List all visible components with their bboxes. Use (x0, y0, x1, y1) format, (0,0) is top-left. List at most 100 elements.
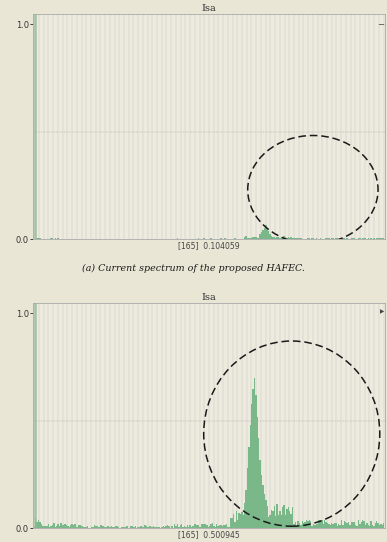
Bar (380, 524, 382, 528)
Bar (275, 516, 276, 528)
Bar (209, 526, 211, 528)
Bar (105, 527, 106, 528)
Bar (102, 526, 104, 528)
Bar (278, 237, 279, 240)
Title: Isa: Isa (202, 4, 216, 13)
Bar (220, 238, 222, 240)
Bar (301, 521, 303, 528)
Bar (215, 527, 216, 528)
Bar (55, 238, 56, 240)
Bar (203, 238, 205, 240)
Bar (36, 522, 38, 528)
Bar (292, 238, 293, 240)
Bar (297, 520, 299, 528)
Bar (296, 238, 297, 240)
Bar (353, 238, 355, 240)
Bar (321, 520, 323, 528)
Bar (377, 238, 379, 240)
Bar (98, 527, 99, 528)
Bar (251, 238, 252, 240)
Bar (313, 525, 314, 528)
Bar (328, 238, 330, 240)
Bar (130, 526, 132, 528)
Bar (188, 527, 189, 528)
Bar (289, 511, 290, 528)
Bar (74, 524, 76, 528)
Bar (234, 521, 236, 528)
Bar (234, 238, 236, 240)
Bar (337, 526, 338, 528)
Bar (121, 239, 122, 240)
Bar (66, 525, 67, 528)
Bar (376, 521, 377, 528)
Bar (254, 237, 255, 240)
Bar (39, 521, 41, 528)
Bar (238, 238, 240, 240)
Bar (194, 238, 195, 240)
Bar (316, 524, 317, 528)
Bar (325, 522, 327, 528)
Bar (123, 527, 125, 528)
Bar (288, 507, 289, 528)
Bar (112, 527, 113, 528)
Bar (185, 527, 187, 528)
Bar (65, 524, 66, 528)
Bar (230, 238, 231, 240)
Bar (290, 514, 292, 528)
Bar (97, 526, 98, 528)
Bar (293, 238, 295, 240)
Bar (211, 524, 212, 528)
Bar (220, 525, 222, 528)
Bar (258, 238, 260, 240)
Text: (a) Current spectrum of the proposed HAFEC.: (a) Current spectrum of the proposed HAF… (82, 264, 305, 273)
Bar (240, 238, 241, 240)
Bar (292, 507, 293, 528)
Bar (341, 520, 342, 528)
Bar (227, 238, 229, 240)
Bar (207, 527, 209, 528)
Bar (213, 526, 215, 528)
Bar (295, 238, 296, 240)
Bar (356, 238, 358, 240)
Bar (203, 524, 205, 528)
Bar (370, 520, 372, 528)
Bar (346, 238, 348, 240)
Bar (67, 526, 68, 528)
Bar (202, 238, 203, 240)
Bar (353, 521, 355, 528)
Bar (196, 525, 198, 528)
Bar (187, 525, 188, 528)
Bar (275, 238, 276, 240)
X-axis label: [165]  0.104059: [165] 0.104059 (178, 241, 240, 250)
Bar (370, 238, 372, 240)
Bar (308, 520, 310, 528)
Bar (180, 238, 181, 240)
Bar (276, 237, 278, 240)
Bar (231, 239, 233, 240)
Bar (202, 524, 203, 528)
Bar (199, 527, 200, 528)
Bar (86, 527, 87, 528)
Bar (227, 527, 229, 528)
Bar (62, 525, 63, 528)
Bar (351, 522, 352, 528)
Bar (383, 238, 384, 240)
Bar (122, 238, 123, 240)
Bar (195, 524, 196, 528)
Bar (168, 526, 170, 528)
Bar (99, 238, 101, 240)
Bar (223, 525, 224, 528)
Bar (344, 521, 345, 528)
Bar (320, 520, 321, 528)
Bar (118, 526, 119, 528)
Bar (307, 521, 308, 528)
Bar (260, 460, 261, 528)
Bar (164, 527, 166, 528)
Bar (346, 522, 348, 528)
Bar (34, 238, 35, 240)
Bar (369, 526, 370, 528)
Bar (175, 526, 177, 528)
Bar (248, 238, 250, 240)
Bar (173, 527, 174, 528)
Bar (177, 238, 178, 240)
